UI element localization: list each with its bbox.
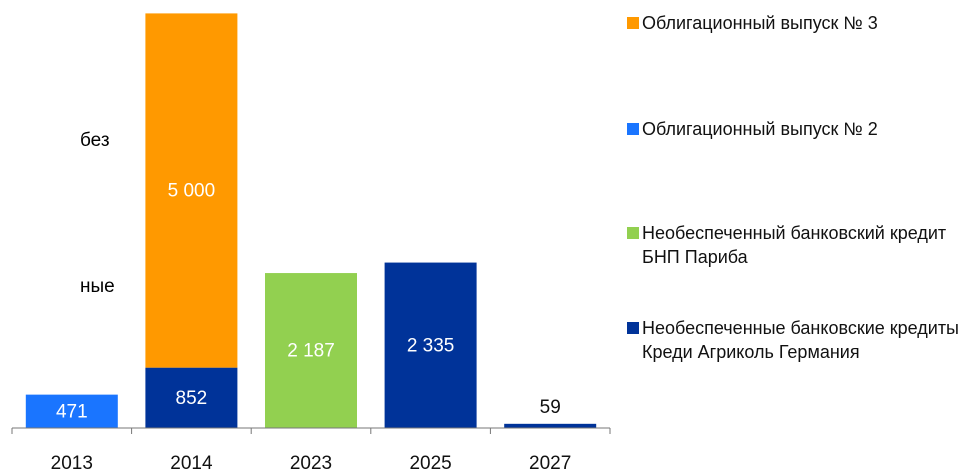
bar <box>384 262 477 428</box>
x-tick-label: 2023 <box>290 453 332 474</box>
data-label: 471 <box>56 401 88 422</box>
legend-swatch <box>627 227 639 239</box>
bar <box>25 394 118 428</box>
x-tick-label: 2013 <box>51 453 93 474</box>
x-tick-label: 2014 <box>170 453 213 474</box>
legend-swatch <box>627 123 639 135</box>
legend-item: Облигационный выпуск № 3 <box>627 11 967 35</box>
legend-label: Облигационный выпуск № 2 <box>642 119 878 139</box>
annotation: без <box>80 130 110 151</box>
data-label: 2 187 <box>287 341 335 362</box>
legend-label: Необеспеченные банковские кредиты Креди … <box>642 318 959 362</box>
data-label: 5 000 <box>168 181 216 202</box>
annotation: ные <box>80 276 115 297</box>
x-tick-label: 2027 <box>529 453 571 474</box>
bar <box>145 367 238 428</box>
x-tick-label: 2025 <box>409 453 451 474</box>
legend-label: Необеспеченный банковский кредит БНП Пар… <box>642 223 947 267</box>
data-label: 2 335 <box>407 335 455 356</box>
bar <box>504 423 597 428</box>
data-label: 852 <box>176 388 208 409</box>
legend-item: Необеспеченный банковский кредит БНП Пар… <box>627 221 967 269</box>
bar <box>265 273 357 428</box>
legend-item: Облигационный выпуск № 2 <box>627 117 967 141</box>
bar <box>145 13 238 368</box>
legend-label: Облигационный выпуск № 3 <box>642 13 878 33</box>
data-label: 59 <box>540 397 561 418</box>
legend-swatch <box>627 17 639 29</box>
legend-item: Необеспеченные банковские кредиты Креди … <box>627 316 967 364</box>
legend-swatch <box>627 322 639 334</box>
